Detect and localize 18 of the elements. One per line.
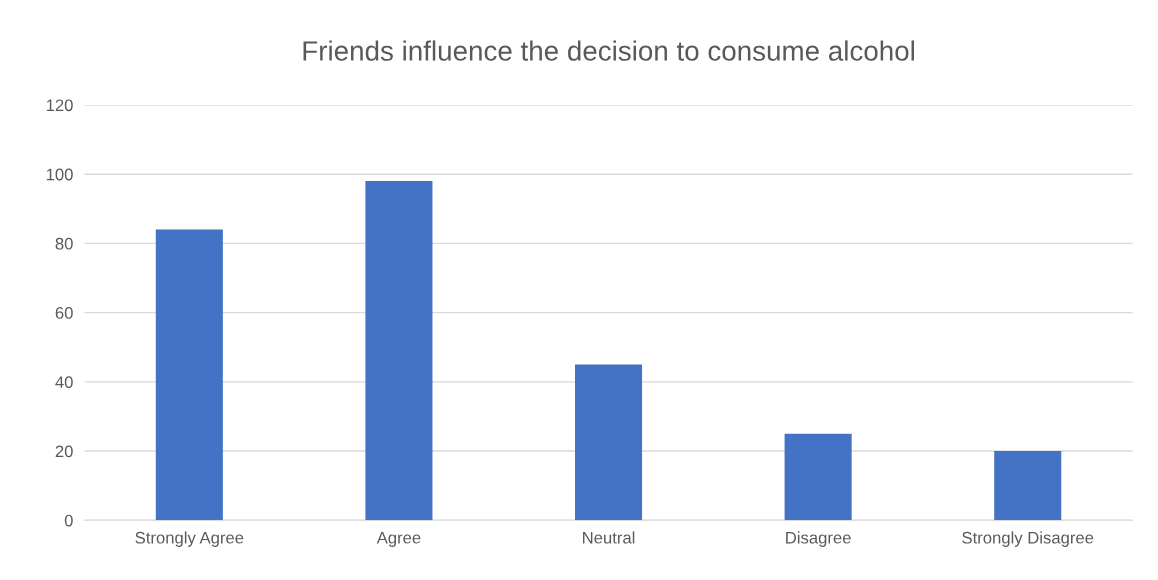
x-tick-label: Neutral — [583, 531, 635, 544]
y-tick-label: 20 — [55, 445, 73, 458]
x-tick-label: Strongly Agree — [135, 531, 244, 547]
y-tick-label: 120 — [46, 99, 73, 112]
bar — [155, 229, 223, 521]
x-tick-label: Disagree — [786, 531, 851, 547]
y-tick-label: 80 — [55, 237, 73, 250]
y-tick-label: 40 — [55, 376, 73, 389]
x-tick-label: Strongly Disagree — [962, 531, 1094, 547]
bar — [994, 451, 1062, 521]
x-tick-label: Agree — [376, 531, 421, 547]
bar — [574, 364, 643, 521]
bar — [784, 433, 852, 521]
chart-title: Friends influence the decision to consume alcohol — [303, 40, 914, 61]
y-tick-label: 100 — [46, 168, 73, 181]
y-tick-label: 0 — [64, 514, 73, 527]
y-tick-label: 60 — [55, 307, 73, 319]
bar — [365, 181, 433, 521]
